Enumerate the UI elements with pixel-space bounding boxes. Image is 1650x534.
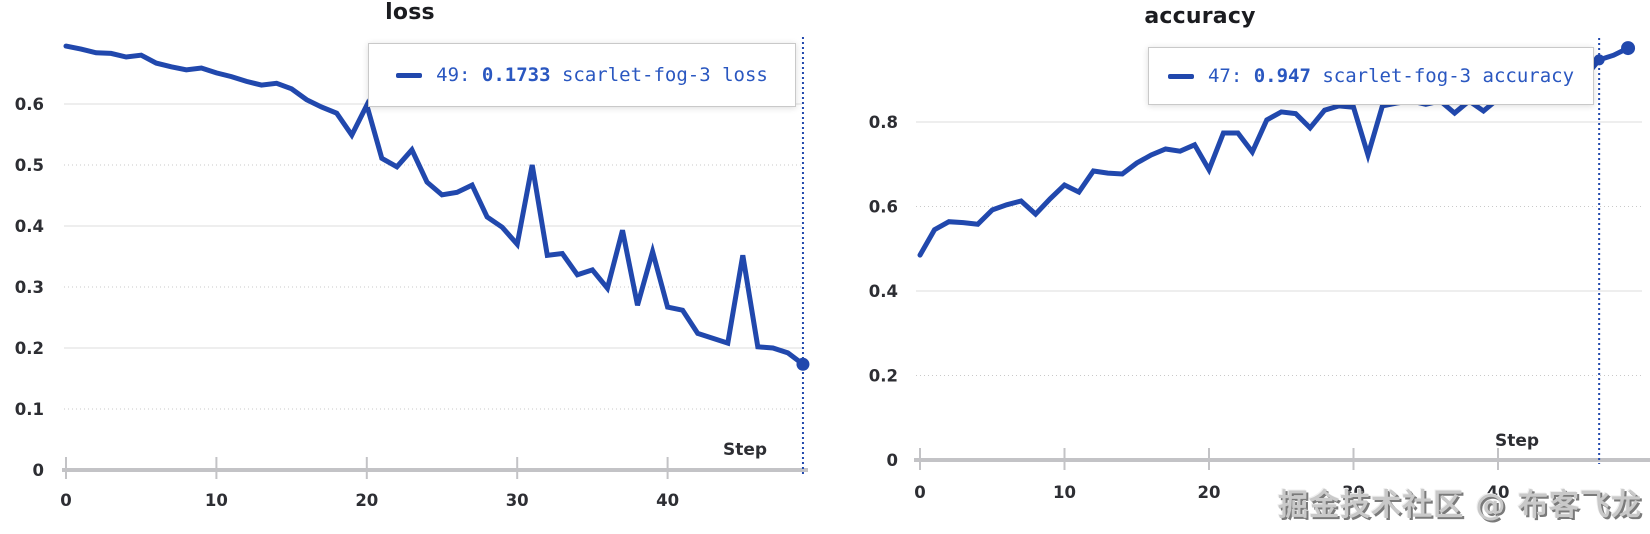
y-tick-label: 0.6	[869, 198, 898, 217]
y-tick-label: 0.4	[15, 217, 44, 236]
y-tick-label: 0.5	[15, 156, 44, 175]
tooltip-step: 47:	[1207, 65, 1254, 87]
tooltip-step: 49:	[436, 64, 482, 86]
point-marker	[796, 357, 810, 371]
x-tick-label: 40	[656, 491, 679, 510]
x-tick-label: 40	[1487, 483, 1510, 502]
x-tick-label: 20	[355, 491, 378, 510]
tooltip-run-metric: scarlet-fog-3 accuracy	[1310, 65, 1575, 87]
y-tick-label: 0.6	[15, 95, 44, 114]
run-color-swatch-icon	[1167, 73, 1194, 79]
watermark: 掘金技术社区 @ 布客飞龙	[1278, 488, 1642, 523]
tooltip-run-metric: scarlet-fog-3 loss	[550, 64, 768, 86]
x-tick-label: 0	[914, 483, 925, 502]
y-tick-label: 0.1	[15, 400, 44, 419]
run-color-swatch-icon	[396, 72, 423, 78]
chart-svg-1[interactable]: 0 0.2 0.4 0.6 0.8 0 10 20 30 40 Step	[820, 0, 1650, 534]
tooltip-value: 0.947	[1253, 65, 1311, 87]
tooltip-value: 0.1733	[481, 64, 551, 86]
x-tick-label: 10	[1053, 483, 1076, 502]
y-tick-label: 0.8	[869, 113, 898, 132]
y-tick-label: 0	[887, 451, 898, 470]
accuracy-chart-title: accuracy	[1144, 4, 1256, 29]
chart-svg-0[interactable]: 0 0.1 0.2 0.3 0.4 0.5 0.6 0 10 20 30 40 Step	[0, 0, 820, 534]
x-axis-title: Step	[1495, 431, 1539, 451]
loss-chart-title: loss	[385, 0, 435, 25]
series-line	[63, 43, 806, 367]
y-tick-label: 0.2	[869, 367, 898, 386]
loss-chart-panel: loss 0 0.1 0.2 0.3 0.4 0.5 0.6 0 10 20 30 40 Step	[0, 0, 820, 534]
accuracy-chart-panel: accuracy 0 0.2 0.4 0.6 0.8 0 10 20 30 40 Step	[820, 0, 1650, 534]
loss-hover-tooltip: 49: 0.1733 scarlet-fog-3 loss	[368, 43, 796, 107]
point-marker	[1621, 41, 1636, 56]
accuracy-hover-tooltip: 47: 0.947 scarlet-fog-3 accuracy	[1148, 47, 1594, 105]
x-tick-label: 20	[1198, 483, 1221, 502]
point-marker	[1593, 54, 1605, 66]
y-tick-label: 0	[33, 461, 44, 480]
y-tick-label: 0.4	[869, 282, 898, 301]
y-tick-label: 0.2	[15, 339, 44, 358]
x-tick-label: 30	[506, 491, 529, 510]
x-axis-title: Step	[723, 440, 767, 460]
y-tick-label: 0.3	[15, 278, 44, 297]
x-tick-label: 10	[205, 491, 228, 510]
x-tick-label: 30	[1342, 483, 1365, 502]
x-tick-label: 0	[60, 491, 71, 510]
